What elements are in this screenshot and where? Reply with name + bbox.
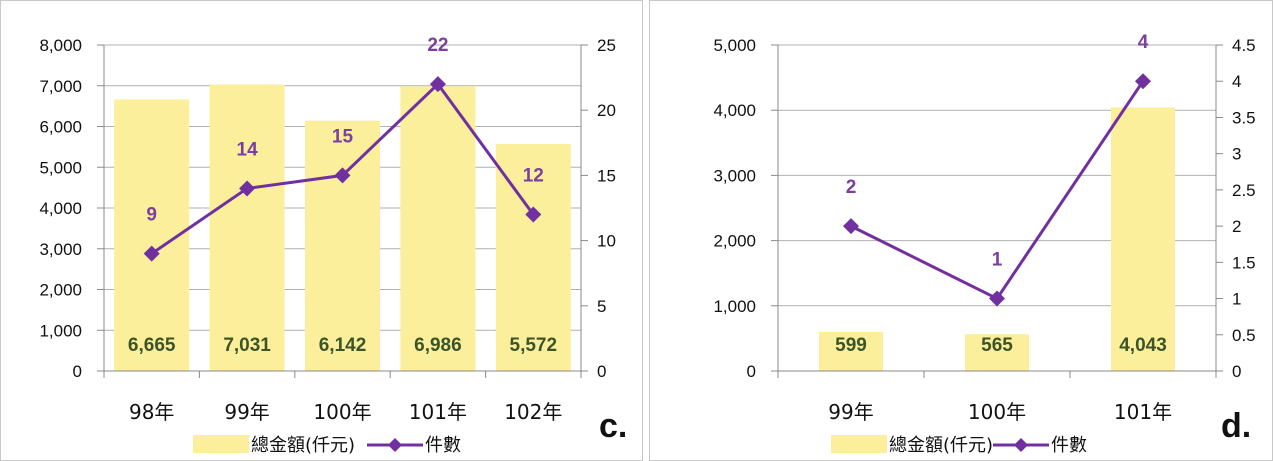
line-point-marker xyxy=(525,206,542,223)
bar xyxy=(305,120,380,371)
bar-value-label: 599 xyxy=(835,335,867,356)
y-left-tick-label: 8,000 xyxy=(39,36,82,55)
x-category-label: 100年 xyxy=(968,400,1026,424)
x-category-label: 98年 xyxy=(129,400,174,424)
y-right-tick-label: 10 xyxy=(597,232,616,251)
legend-bar-label: 總金額(仟元) xyxy=(889,435,993,456)
legend-line-marker xyxy=(1014,438,1028,452)
y-left-tick-label: 5,000 xyxy=(39,158,82,177)
y-right-tick-label: 0 xyxy=(1232,362,1241,381)
legend-bar-swatch xyxy=(193,435,249,453)
line-point-label: 9 xyxy=(146,205,157,226)
y-left-tick-label: 1,000 xyxy=(713,297,756,316)
line-point-marker xyxy=(239,180,256,197)
bar-value-label: 565 xyxy=(981,335,1013,356)
y-right-tick-label: 15 xyxy=(597,166,616,185)
y-right-tick-label: 0 xyxy=(597,362,606,381)
y-left-tick-label: 7,000 xyxy=(39,77,82,96)
bar-value-label: 6,665 xyxy=(128,335,176,356)
y-left-tick-label: 4,000 xyxy=(713,101,756,120)
chart-c-svg: 0 1,000 2,000 3,000 4,000 5,000 6,000 7,000 8,00… xyxy=(39,35,627,456)
line-point-marker xyxy=(334,167,351,184)
x-category-label: 99年 xyxy=(828,400,873,424)
y-right-tick-label: 20 xyxy=(597,101,616,120)
y-right-tick-label: 25 xyxy=(597,36,616,55)
y-left-tick-label: 4,000 xyxy=(39,199,82,218)
line-point-marker xyxy=(989,290,1005,307)
chart-panel-c: 0 1,000 2,000 3,000 4,000 5,000 6,000 7,000 8,00… xyxy=(0,0,643,461)
y-right-tick-label: 1 xyxy=(1232,290,1241,309)
bar-value-label: 7,031 xyxy=(223,335,271,356)
x-category-label: 101年 xyxy=(409,400,467,424)
y-left-tick-label: 3,000 xyxy=(713,166,756,185)
chart-panel-d: 0 1,000 2,000 3,000 4,000 5,000 0 0.5 1 1.5 2 2.5 3 3… xyxy=(649,0,1273,461)
line-point-label: 2 xyxy=(846,177,857,198)
x-category-label: 102年 xyxy=(504,400,562,424)
line-point-label: 12 xyxy=(523,166,544,187)
y-left-tick-label: 1,000 xyxy=(39,321,82,340)
line-point-marker xyxy=(1135,73,1151,90)
bar xyxy=(209,84,285,371)
legend-bar-label: 總金額(仟元) xyxy=(251,435,355,456)
bar-value-label: 6,986 xyxy=(414,335,462,356)
line-point-label: 1 xyxy=(992,250,1003,271)
y-left-tick-label: 0 xyxy=(73,362,82,381)
line-point-label: 4 xyxy=(1138,32,1149,53)
line-point-marker xyxy=(429,76,446,93)
y-right-tick-label: 5 xyxy=(597,297,606,316)
bar-value-label: 4,043 xyxy=(1119,335,1167,356)
y-right-tick-label: 4 xyxy=(1232,72,1241,91)
line-point-label: 22 xyxy=(427,35,448,56)
y-left-tick-label: 0 xyxy=(747,362,756,381)
x-category-label: 100年 xyxy=(313,400,371,424)
bar-value-label: 5,572 xyxy=(510,335,558,356)
bar xyxy=(819,331,883,371)
y-left-tick-label: 2,000 xyxy=(39,281,82,300)
x-category-label: 101年 xyxy=(1114,400,1172,424)
legend-bar-swatch xyxy=(831,435,887,453)
chart-d-svg: 0 1,000 2,000 3,000 4,000 5,000 0 0.5 1 1.5 2 2.5 3 3… xyxy=(713,32,1256,456)
y-right-tick-label: 2.5 xyxy=(1232,181,1256,200)
bar xyxy=(1111,107,1175,372)
y-left-tick-label: 6,000 xyxy=(39,118,82,137)
legend-line-label: 件數 xyxy=(1051,435,1087,456)
line-point-marker xyxy=(843,218,859,235)
y-right-tick-label: 4.5 xyxy=(1232,36,1256,55)
y-right-tick-label: 2 xyxy=(1232,217,1241,236)
y-left-tick-label: 5,000 xyxy=(713,36,756,55)
line-point-label: 15 xyxy=(332,126,354,147)
legend-line-marker xyxy=(388,438,402,452)
bar-value-label: 6,142 xyxy=(319,335,367,356)
y-right-tick-label: 0.5 xyxy=(1232,326,1256,345)
line-point-label: 14 xyxy=(237,139,259,160)
x-category-label: 99年 xyxy=(224,400,269,424)
legend-line-label: 件數 xyxy=(425,435,461,456)
y-right-tick-label: 3.5 xyxy=(1232,108,1256,127)
y-left-tick-label: 2,000 xyxy=(713,232,756,251)
bar xyxy=(965,334,1029,371)
y-right-tick-label: 1.5 xyxy=(1232,253,1256,272)
panel-letter: c. xyxy=(599,407,627,445)
panel-letter: d. xyxy=(1221,407,1251,445)
line-point-marker xyxy=(143,245,160,262)
bar xyxy=(400,86,476,372)
y-left-tick-label: 3,000 xyxy=(39,240,82,259)
y-right-tick-label: 3 xyxy=(1232,145,1241,164)
